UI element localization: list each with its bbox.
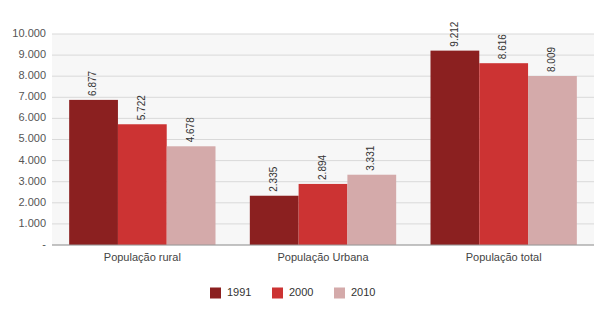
legend: 1991 2000 2010 bbox=[210, 286, 375, 299]
data-label: 6.877 bbox=[87, 70, 98, 95]
bar bbox=[430, 51, 479, 245]
y-tick-label: 4.000 bbox=[18, 154, 46, 166]
legend-label: 2000 bbox=[289, 286, 313, 298]
bar bbox=[118, 124, 167, 245]
bar bbox=[528, 76, 577, 245]
data-label: 9.212 bbox=[449, 21, 460, 46]
bar bbox=[299, 184, 348, 245]
x-axis: População rural População Urbana População… bbox=[52, 245, 594, 263]
y-tick-label: 5.000 bbox=[18, 132, 46, 144]
x-tick-label: População rural bbox=[104, 251, 181, 263]
legend-swatch bbox=[272, 288, 283, 299]
bars bbox=[69, 51, 577, 245]
data-labels: 6.877 2.335 9.212 5.722 2.894 8.616 4.678 3.331… bbox=[87, 21, 557, 192]
y-tick-label: 7.000 bbox=[18, 90, 46, 102]
grid-line bbox=[52, 55, 594, 56]
y-tick-label: 6.000 bbox=[18, 111, 46, 123]
x-tick-label: População total bbox=[466, 251, 542, 263]
data-label: 3.331 bbox=[365, 145, 376, 170]
data-label: 8.009 bbox=[546, 47, 557, 72]
plot-area bbox=[52, 34, 594, 245]
y-tick-label: 3.000 bbox=[18, 175, 46, 187]
y-tick-label: 9.000 bbox=[18, 48, 46, 60]
data-label: 2.894 bbox=[317, 154, 328, 179]
x-axis-line bbox=[52, 245, 594, 246]
y-tick-label: 10.000 bbox=[12, 27, 46, 39]
legend-label: 2010 bbox=[351, 286, 375, 298]
x-tick-label: População Urbana bbox=[277, 251, 369, 263]
bar bbox=[347, 175, 396, 245]
bar bbox=[69, 100, 118, 245]
data-label: 2.335 bbox=[268, 166, 279, 191]
data-label: 4.678 bbox=[185, 117, 196, 142]
chart: - 1.000 2.000 3.000 4.000 5.000 6.000 7.000 8.00… bbox=[0, 0, 606, 313]
data-label: 8.616 bbox=[497, 34, 508, 59]
y-tick-label: 2.000 bbox=[18, 196, 46, 208]
bar bbox=[479, 63, 528, 245]
data-label: 5.722 bbox=[136, 95, 147, 120]
legend-swatch bbox=[334, 288, 345, 299]
y-axis: - 1.000 2.000 3.000 4.000 5.000 6.000 7.000 8.00… bbox=[12, 27, 594, 250]
y-tick-label: - bbox=[42, 238, 46, 250]
legend-swatch bbox=[210, 288, 221, 299]
bar bbox=[167, 146, 216, 245]
grid-line bbox=[52, 245, 594, 246]
grid-line bbox=[52, 34, 594, 35]
y-tick-label: 1.000 bbox=[18, 217, 46, 229]
y-tick-label: 8.000 bbox=[18, 69, 46, 81]
bar bbox=[250, 196, 299, 245]
legend-label: 1991 bbox=[227, 286, 251, 298]
